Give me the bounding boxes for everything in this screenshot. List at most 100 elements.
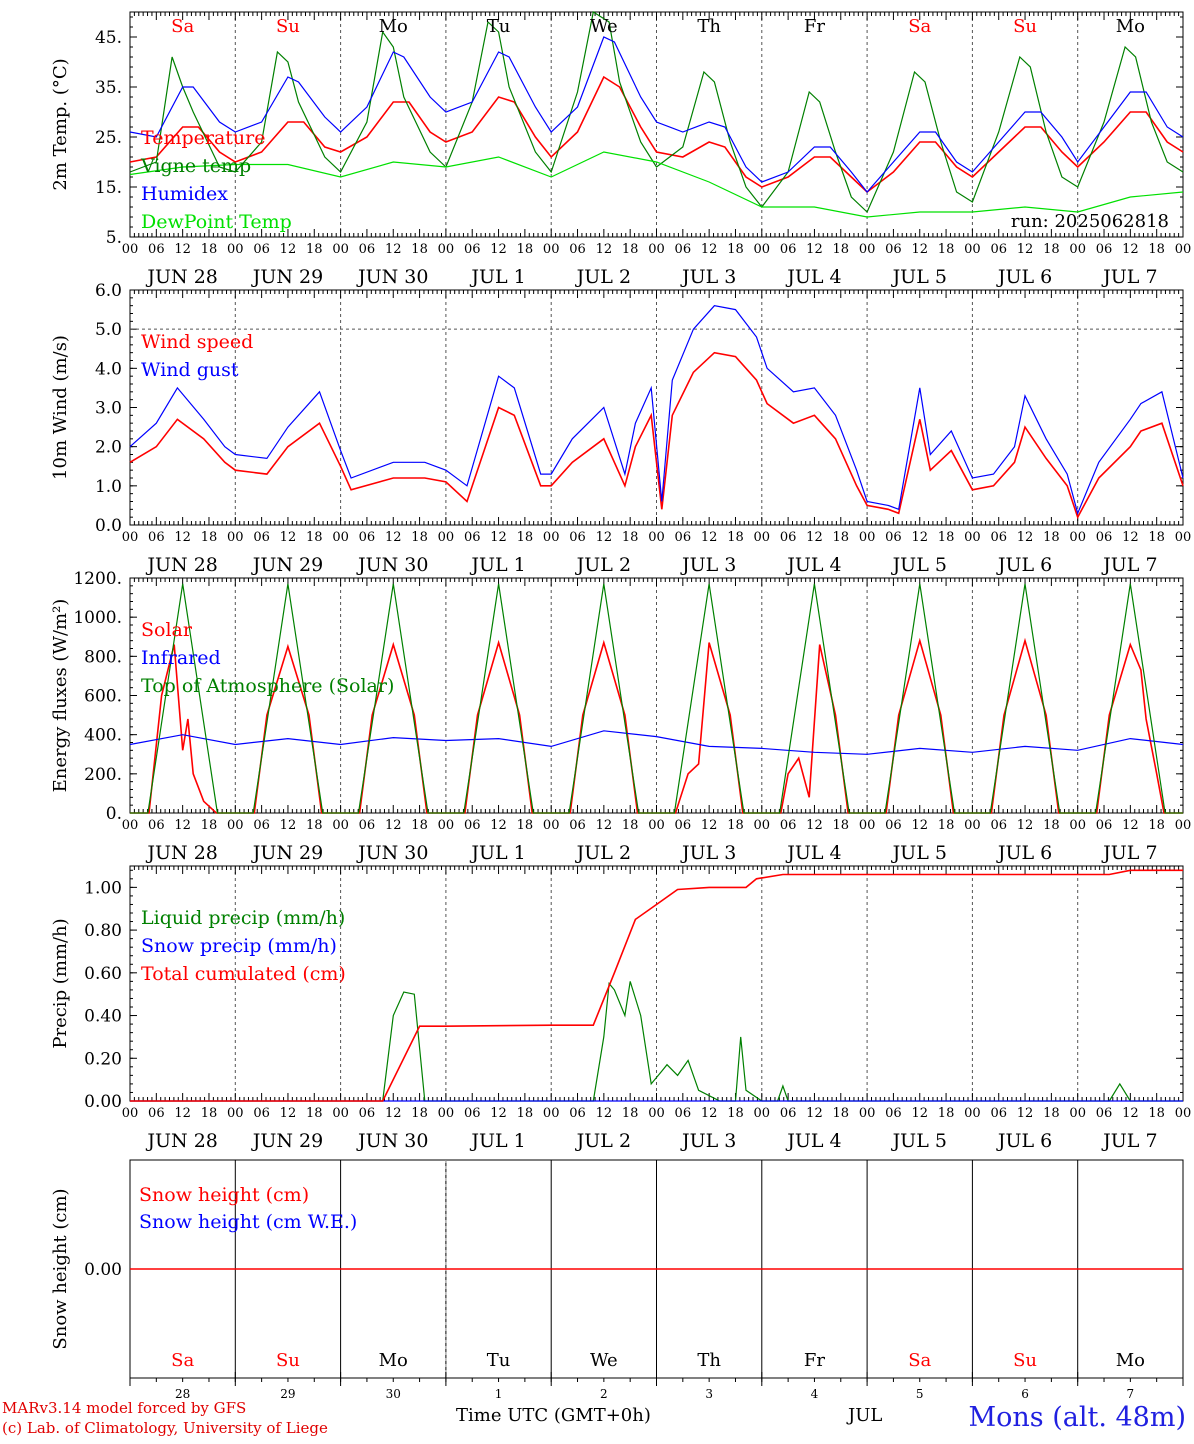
- hour-label: 12: [596, 530, 613, 545]
- date-label: JUL 4: [785, 554, 841, 576]
- hour-label: 18: [517, 242, 534, 257]
- hour-label: 12: [385, 530, 402, 545]
- hour-label: 06: [253, 530, 270, 545]
- date-label: JUL 7: [1101, 1130, 1157, 1152]
- hour-label: 18: [1043, 530, 1060, 545]
- day-of-week: Th: [697, 1350, 721, 1371]
- series-line-vigne-temp: [129, 11, 1184, 214]
- legend-entry: Vigne temp: [140, 155, 251, 177]
- series-line-humidex: [129, 36, 1184, 193]
- day-of-week: We: [590, 16, 618, 37]
- hour-label: 06: [885, 818, 902, 833]
- hour-label: 06: [885, 242, 902, 257]
- hour-label: 00: [543, 818, 560, 833]
- y-tick-label: 1000.: [73, 608, 122, 628]
- hour-label: 12: [490, 242, 507, 257]
- hour-label: 06: [990, 242, 1007, 257]
- hour-label: 06: [253, 818, 270, 833]
- hour-label: 06: [464, 818, 481, 833]
- hour-label: 18: [411, 530, 428, 545]
- legend-entry: Infrared: [141, 647, 221, 669]
- hour-label: 06: [148, 1106, 165, 1121]
- hour-label: 00: [227, 242, 244, 257]
- hour-label: 12: [806, 1106, 823, 1121]
- hour-label: 06: [1096, 242, 1113, 257]
- hour-label: 00: [438, 242, 455, 257]
- y-tick-label: 800.: [84, 647, 122, 667]
- hour-label: 00: [543, 1106, 560, 1121]
- legend-entry: Wind gust: [141, 359, 239, 381]
- day-of-week: Tu: [487, 16, 511, 37]
- y-tick-label: 1.00: [84, 878, 122, 898]
- y-tick-label: 400.: [84, 726, 122, 746]
- hour-label: 06: [464, 242, 481, 257]
- hour-label: 00: [964, 818, 981, 833]
- series-line-wind-speed: [129, 351, 1184, 520]
- hour-label: 12: [911, 1106, 928, 1121]
- y-tick-label: 2.0: [95, 438, 122, 458]
- hour-label: 00: [1069, 818, 1086, 833]
- hour-label: 06: [464, 1106, 481, 1121]
- date-label: JUL 3: [680, 842, 736, 864]
- y-axis-title: Energy fluxes (W/m²): [50, 599, 71, 793]
- hour-label: 12: [701, 242, 718, 257]
- day-of-week: Th: [697, 16, 721, 37]
- date-label: JUL 4: [785, 266, 841, 288]
- hour-label: 00: [1069, 530, 1086, 545]
- date-label: JUL 2: [575, 266, 631, 288]
- hour-label: 12: [490, 1106, 507, 1121]
- hour-label: 12: [806, 242, 823, 257]
- date-label: JUN 29: [251, 842, 323, 864]
- day-of-week: Fr: [804, 1350, 825, 1371]
- hour-label: 12: [1122, 242, 1139, 257]
- day-of-week: Sa: [171, 16, 194, 37]
- hour-label: 00: [122, 242, 139, 257]
- hour-label: 18: [411, 1106, 428, 1121]
- hour-label: 18: [727, 818, 744, 833]
- hour-label: 12: [1017, 530, 1034, 545]
- hour-label: 06: [148, 242, 165, 257]
- hour-label: 18: [1043, 818, 1060, 833]
- date-label: JUL 2: [575, 842, 631, 864]
- hour-label: 00: [227, 1106, 244, 1121]
- hour-label: 18: [622, 1106, 639, 1121]
- hour-label: 12: [1122, 530, 1139, 545]
- time-axis-title: Time UTC (GMT+0h): [456, 1405, 651, 1426]
- hour-label: 06: [148, 530, 165, 545]
- hour-label: 06: [675, 1106, 692, 1121]
- hour-label: 18: [306, 242, 323, 257]
- hour-label: 12: [174, 530, 191, 545]
- hour-label: 18: [201, 818, 218, 833]
- hour-label: 18: [938, 1106, 955, 1121]
- y-tick-label: 5.0: [95, 320, 122, 340]
- date-label: JUL 6: [996, 1130, 1052, 1152]
- hour-label: 06: [780, 242, 797, 257]
- hour-label: 18: [727, 530, 744, 545]
- day-of-week: Su: [276, 16, 300, 37]
- day-of-week: Su: [276, 1350, 300, 1371]
- hour-label: 00: [543, 530, 560, 545]
- hour-label: 06: [675, 242, 692, 257]
- hour-label: 12: [174, 1106, 191, 1121]
- hour-label: 18: [833, 530, 850, 545]
- legend-entry: Total cumulated (cm): [141, 963, 346, 985]
- date-label: JUN 30: [356, 266, 428, 288]
- y-axis-title: Snow height (cm): [50, 1188, 71, 1349]
- day-of-week: Mo: [379, 16, 408, 37]
- hour-label: 00: [859, 818, 876, 833]
- hour-label: 00: [227, 818, 244, 833]
- y-tick-label: 600.: [84, 687, 122, 707]
- hour-label: 12: [701, 1106, 718, 1121]
- hour-label: 00: [438, 1106, 455, 1121]
- legend-entry: Snow precip (mm/h): [141, 935, 337, 957]
- hour-label: 12: [385, 242, 402, 257]
- credit-line-2: (c) Lab. of Climatology, University of L…: [2, 1419, 328, 1437]
- date-label: JUN 28: [145, 842, 217, 864]
- y-tick-label: 5.: [106, 228, 122, 248]
- date-label: JUL 7: [1101, 266, 1157, 288]
- hour-label: 06: [569, 1106, 586, 1121]
- hour-label: 00: [859, 242, 876, 257]
- hour-label: 06: [780, 1106, 797, 1121]
- hour-label: 12: [911, 242, 928, 257]
